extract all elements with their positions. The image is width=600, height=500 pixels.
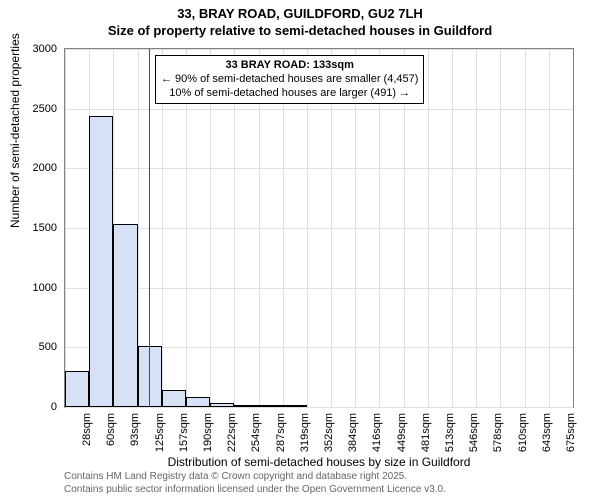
histogram-bar: [162, 390, 186, 407]
histogram-bar: [210, 403, 234, 407]
y-tick-label: 1500: [9, 222, 57, 234]
x-tick-label: 125sqm: [154, 413, 166, 452]
grid-line-v: [525, 49, 526, 407]
grid-line-v: [452, 49, 453, 407]
x-tick-label: 416sqm: [371, 413, 383, 452]
x-tick-label: 610sqm: [517, 413, 529, 452]
x-tick-label: 384sqm: [347, 413, 359, 452]
grid-line-h: [65, 288, 573, 289]
x-tick-label: 578sqm: [492, 413, 504, 452]
grid-line-h: [65, 109, 573, 110]
footer-attribution: Contains HM Land Registry data © Crown c…: [64, 471, 446, 496]
title-line-2: Size of property relative to semi-detach…: [0, 23, 600, 40]
grid-line-v: [428, 49, 429, 407]
x-tick-label: 157sqm: [178, 413, 190, 452]
grid-line-v: [65, 49, 66, 407]
annotation-larger: 10% of semi-detached houses are larger (…: [161, 87, 418, 101]
x-tick-label: 513sqm: [444, 413, 456, 452]
x-tick-label: 222sqm: [226, 413, 238, 452]
y-tick-label: 3000: [9, 43, 57, 55]
y-tick-label: 2000: [9, 162, 57, 174]
histogram-bar: [234, 405, 258, 407]
x-tick-label: 190sqm: [202, 413, 214, 452]
histogram-bar: [186, 397, 210, 407]
x-tick-label: 352sqm: [323, 413, 335, 452]
grid-line-v: [549, 49, 550, 407]
x-tick-label: 643sqm: [541, 413, 553, 452]
x-tick-label: 546sqm: [468, 413, 480, 452]
grid-line-h: [65, 49, 573, 50]
x-tick-label: 287sqm: [275, 413, 287, 452]
x-tick-label: 93sqm: [129, 413, 141, 446]
x-tick-label: 319sqm: [299, 413, 311, 452]
y-tick-label: 1000: [9, 282, 57, 294]
x-tick-label: 481sqm: [420, 413, 432, 452]
histogram-bar: [113, 224, 137, 407]
y-tick-label: 500: [9, 341, 57, 353]
grid-line-v: [500, 49, 501, 407]
y-axis-title: Number of semi-detached properties: [8, 33, 22, 228]
x-axis-title: Distribution of semi-detached houses by …: [65, 455, 573, 469]
footer-line-1: Contains HM Land Registry data © Crown c…: [64, 471, 446, 484]
annotation-title: 33 BRAY ROAD: 133sqm: [161, 59, 418, 73]
grid-line-h: [65, 228, 573, 229]
title-line-1: 33, BRAY ROAD, GUILDFORD, GU2 7LH: [0, 6, 600, 23]
y-tick-label: 0: [9, 401, 57, 413]
histogram-bar: [65, 371, 89, 407]
footer-line-2: Contains public sector information licen…: [64, 484, 446, 497]
annotation-smaller: ← 90% of semi-detached houses are smalle…: [161, 73, 418, 87]
histogram-bar: [259, 405, 283, 407]
grid-line-v: [476, 49, 477, 407]
chart-container: 33, BRAY ROAD, GUILDFORD, GU2 7LH Size o…: [0, 0, 600, 500]
x-tick-label: 60sqm: [105, 413, 117, 446]
grid-line-h: [65, 168, 573, 169]
annotation-box: 33 BRAY ROAD: 133sqm ← 90% of semi-detac…: [155, 55, 424, 104]
histogram-bar: [89, 116, 113, 407]
grid-line-h: [65, 407, 573, 408]
x-tick-label: 449sqm: [396, 413, 408, 452]
chart-title-block: 33, BRAY ROAD, GUILDFORD, GU2 7LH Size o…: [0, 0, 600, 40]
x-tick-label: 28sqm: [81, 413, 93, 446]
x-tick-label: 254sqm: [250, 413, 262, 452]
reference-line: [149, 49, 150, 407]
x-tick-label: 675sqm: [565, 413, 577, 452]
plot-area: Distribution of semi-detached houses by …: [64, 48, 574, 408]
histogram-bar: [283, 405, 307, 407]
y-tick-label: 2500: [9, 103, 57, 115]
